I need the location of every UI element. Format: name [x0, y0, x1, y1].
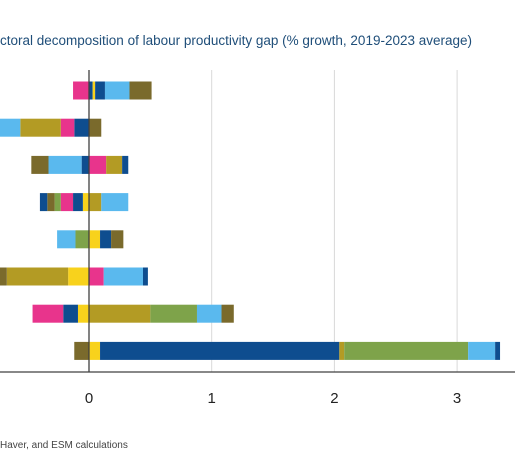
bar-row	[74, 341, 501, 360]
bar-segment	[32, 304, 64, 323]
bar-segment	[106, 155, 123, 174]
x-tick-label: 3	[453, 390, 461, 407]
x-tick-label: 2	[330, 390, 338, 407]
bar-segment	[47, 193, 55, 212]
bar-segment	[20, 118, 61, 137]
bar-row	[32, 304, 234, 323]
x-tick-label: 0	[85, 390, 93, 407]
bar-row	[0, 118, 102, 137]
bar-segment	[89, 341, 101, 360]
bar-segment	[57, 230, 76, 249]
bar-segment	[89, 230, 101, 249]
bar-segment	[344, 341, 469, 360]
bar-segment	[100, 230, 112, 249]
bar-segment	[104, 81, 130, 100]
bar-segment	[221, 304, 234, 323]
bar-segment	[0, 118, 21, 137]
bar-segment	[63, 304, 78, 323]
bar-segment	[89, 118, 102, 137]
bar-segment	[142, 267, 148, 286]
bars	[0, 81, 501, 360]
x-tick-label: 1	[208, 390, 216, 407]
bar-segment	[54, 193, 61, 212]
bar-segment	[339, 341, 345, 360]
chart-title: ctoral decomposition of labour productiv…	[0, 33, 473, 48]
bar-segment	[39, 193, 48, 212]
bar-row	[39, 193, 129, 212]
bar-segment	[196, 304, 222, 323]
bar-row	[0, 267, 148, 286]
bar-segment	[6, 267, 69, 286]
bar-segment	[89, 267, 104, 286]
bar-row	[73, 81, 152, 100]
axes	[0, 70, 515, 373]
bar-segment	[60, 193, 74, 212]
bar-segment	[122, 155, 129, 174]
bar-row	[31, 155, 129, 174]
bar-segment	[73, 81, 89, 100]
bar-segment	[89, 193, 102, 212]
bar-segment	[73, 193, 83, 212]
tick-labels: 0 1 2 3	[85, 390, 461, 407]
bar-segment	[82, 193, 89, 212]
bar-segment	[75, 230, 89, 249]
bar-segment	[60, 118, 75, 137]
bar-segment	[150, 304, 197, 323]
bar-segment	[495, 341, 501, 360]
bar-segment	[74, 118, 89, 137]
bar-segment	[74, 341, 89, 360]
bar-segment	[103, 267, 143, 286]
bar-segment	[100, 341, 340, 360]
bar-row	[57, 230, 124, 249]
bar-segment	[0, 267, 7, 286]
bar-segment	[468, 341, 496, 360]
bar-segment	[111, 230, 124, 249]
bar-segment	[31, 155, 49, 174]
bar-segment	[77, 304, 89, 323]
source-note: Haver, and ESM calculations	[0, 440, 128, 451]
bar-segment	[89, 81, 93, 100]
bar-segment	[95, 81, 105, 100]
bar-segment	[89, 155, 107, 174]
bar-segment	[92, 81, 96, 100]
bar-segment	[129, 81, 152, 100]
bar-segment	[101, 193, 129, 212]
bar-segment	[81, 155, 89, 174]
bar-segment	[48, 155, 82, 174]
gridlines	[211, 70, 458, 372]
bar-segment	[68, 267, 89, 286]
bar-segment	[89, 304, 151, 323]
